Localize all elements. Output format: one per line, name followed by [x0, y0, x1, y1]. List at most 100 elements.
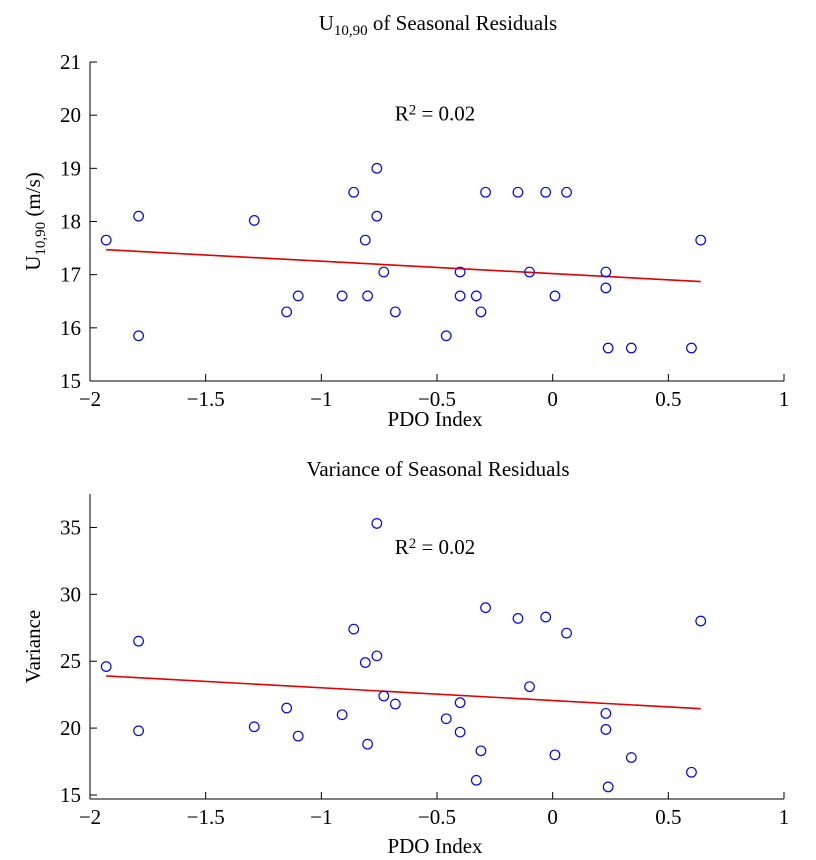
data-point	[524, 266, 535, 278]
data-point	[454, 697, 466, 709]
data-point	[524, 681, 535, 693]
x-tick-label: 0.5	[655, 387, 681, 411]
data-point	[470, 290, 482, 302]
data-point	[133, 635, 144, 647]
data-point	[389, 698, 401, 710]
y-tick-label: 15	[60, 783, 81, 807]
data-point	[602, 342, 614, 354]
y-tick-label: 21	[60, 50, 81, 74]
data-point	[625, 342, 637, 354]
y-axis-label-rest: (m/s)	[21, 172, 45, 222]
lower-scatter-panel: −2 −1.5 −1 −0.5 0 0.5 1 15 20 25 30 35 Variance of S…	[21, 457, 789, 858]
x-tick-label: −0.5	[418, 805, 456, 829]
chart-title-rest: of Seasonal Residuals	[368, 11, 558, 35]
y-tick-label: 17	[60, 263, 81, 287]
data-point	[600, 282, 612, 294]
data-point	[695, 234, 707, 246]
x-tick-label: −1.5	[187, 805, 225, 829]
r-squared-annotation-rest: = 0.02	[416, 535, 475, 559]
data-point	[133, 725, 144, 737]
data-point	[600, 266, 612, 278]
data-point	[686, 342, 697, 354]
y-axis-label: U10,90 (m/s)	[21, 172, 49, 271]
y-axis-label: Variance	[21, 610, 45, 683]
y-tick-label: 35	[60, 515, 81, 539]
y-axis-label-subscript: 10,90	[33, 222, 49, 256]
data-point	[549, 749, 561, 761]
data-point	[336, 290, 348, 302]
r-squared-annotation-base: R	[395, 101, 409, 125]
x-tick-label: −2	[79, 387, 101, 411]
data-point	[475, 745, 487, 757]
data-point	[625, 752, 637, 763]
r-squared-annotation: R2 = 0.02	[395, 101, 476, 125]
y-tick-label: 20	[60, 103, 81, 127]
regression-line	[106, 248, 701, 283]
r-squared-annotation-rest: = 0.02	[416, 101, 475, 125]
y-tick-label: 15	[60, 369, 81, 393]
chart-title-subscript: 10,90	[334, 23, 368, 39]
chart-title: Variance of Seasonal Residuals	[306, 457, 569, 481]
data-point	[248, 721, 260, 733]
data-point	[348, 186, 360, 198]
chart-title-base: U	[319, 11, 334, 35]
data-point	[371, 650, 383, 662]
x-tick-label: −2	[79, 805, 101, 829]
data-point	[480, 602, 491, 614]
x-tick-label: 0	[547, 805, 558, 829]
data-point	[454, 266, 466, 278]
data-point	[561, 627, 572, 639]
data-point	[371, 162, 383, 174]
data-point	[549, 290, 561, 302]
x-axis-label: PDO Index	[387, 407, 483, 431]
r-squared-annotation-base: R	[395, 535, 409, 559]
data-point	[695, 615, 707, 627]
data-point	[281, 306, 293, 318]
y-axis-label-base: Variance	[21, 610, 45, 683]
data-point	[512, 613, 524, 624]
data-point	[454, 290, 466, 302]
r-squared-annotation: R2 = 0.02	[395, 535, 476, 559]
r-squared-annotation-superscript: 2	[409, 536, 417, 552]
data-point	[371, 518, 383, 529]
x-tick-label: 0	[547, 387, 558, 411]
data-point	[378, 690, 390, 702]
data-point	[362, 290, 374, 302]
data-point	[389, 306, 401, 318]
data-point	[512, 186, 524, 198]
data-point	[133, 330, 144, 342]
y-tick-label: 20	[60, 716, 81, 740]
data-point	[686, 766, 697, 778]
x-tick-label: −1	[310, 387, 332, 411]
data-point	[133, 210, 144, 222]
r-squared-annotation-superscript: 2	[409, 102, 417, 118]
data-point	[359, 234, 371, 246]
data-point	[359, 657, 371, 668]
data-point	[440, 713, 452, 725]
data-point	[100, 661, 112, 672]
data-point	[248, 215, 260, 226]
data-point	[480, 186, 491, 198]
data-point	[561, 186, 572, 198]
data-point	[600, 724, 612, 735]
data-point	[292, 730, 304, 742]
x-tick-label: −0.5	[418, 387, 456, 411]
chart-title-base: Variance of Seasonal Residuals	[306, 457, 569, 481]
data-point	[281, 702, 293, 714]
y-tick-label: 16	[60, 316, 81, 340]
data-point	[362, 738, 374, 750]
data-point	[540, 186, 552, 198]
data-point	[292, 290, 304, 302]
chart-title: U10,90 of Seasonal Residuals	[319, 11, 557, 39]
x-tick-label: −1.5	[187, 387, 225, 411]
data-point	[336, 709, 348, 721]
x-axis-label: PDO Index	[387, 834, 483, 858]
x-tick-label: 0.5	[655, 805, 681, 829]
data-point	[475, 306, 487, 318]
data-point	[540, 611, 552, 623]
x-tick-label: 1	[779, 387, 790, 411]
x-tick-label: 1	[779, 805, 790, 829]
x-tick-label: −1	[310, 805, 332, 829]
y-axis-label-base: U	[21, 256, 45, 271]
